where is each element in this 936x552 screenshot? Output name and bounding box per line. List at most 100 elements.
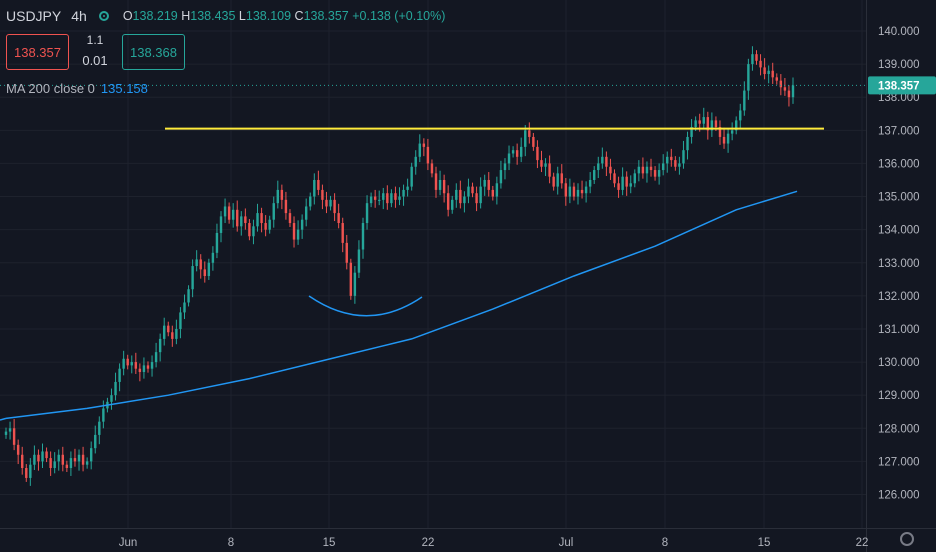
candle xyxy=(511,146,515,158)
candle-body xyxy=(272,203,275,220)
candle xyxy=(747,58,750,100)
candle xyxy=(528,122,531,144)
candle-body xyxy=(621,176,624,190)
sell-button[interactable]: 138.357 xyxy=(6,34,69,70)
candle xyxy=(317,170,320,196)
candle-body xyxy=(8,428,12,432)
candle xyxy=(455,183,458,208)
candle-body xyxy=(499,170,503,184)
candle xyxy=(195,250,198,272)
candle xyxy=(142,357,146,379)
candle xyxy=(459,180,462,209)
candle-body xyxy=(81,454,85,465)
candle-body xyxy=(284,199,288,214)
candle-body xyxy=(240,216,243,227)
candle xyxy=(670,148,673,167)
candle-body xyxy=(118,368,121,382)
candle xyxy=(98,416,101,445)
candle xyxy=(576,183,580,205)
symbol-name[interactable]: USDJPY xyxy=(6,8,62,24)
candle-body xyxy=(300,219,304,230)
candle-body xyxy=(710,120,714,131)
candle-body xyxy=(459,189,462,204)
candle xyxy=(45,447,48,463)
candle-body xyxy=(378,199,381,201)
candle-body xyxy=(102,408,105,422)
candle xyxy=(580,180,584,199)
candle-body xyxy=(45,451,48,459)
candle-body xyxy=(674,160,677,167)
candle xyxy=(751,46,754,71)
candle xyxy=(134,352,138,374)
candle-body xyxy=(73,458,77,462)
candle-body xyxy=(179,312,182,329)
candle xyxy=(593,166,596,184)
candle xyxy=(81,446,85,472)
candle-body xyxy=(666,156,669,164)
candle-body xyxy=(613,173,616,184)
candle-body xyxy=(641,166,645,174)
candle-body xyxy=(787,90,791,98)
candle-body xyxy=(158,338,162,353)
candle xyxy=(252,219,255,245)
candle-body xyxy=(734,120,738,131)
candle xyxy=(61,446,65,472)
candle xyxy=(341,217,344,253)
candle-body xyxy=(313,179,316,197)
candle xyxy=(65,460,69,472)
candle-body xyxy=(726,133,730,144)
candle xyxy=(89,441,93,470)
candle-body xyxy=(515,150,519,157)
time-axis: Jun 8 15 22 Jul 8 15 22 xyxy=(119,537,869,549)
candle xyxy=(163,317,166,346)
price-tick-label: 133.000 xyxy=(878,258,920,270)
candle-body xyxy=(629,183,632,187)
candle xyxy=(702,107,705,129)
candle xyxy=(625,171,628,196)
candle-body xyxy=(560,173,563,184)
candle-body xyxy=(114,381,117,396)
candle-body xyxy=(276,189,280,204)
candle xyxy=(309,192,312,211)
settings-gear-icon[interactable] xyxy=(900,532,914,546)
time-tick-label: Jul xyxy=(559,537,574,549)
time-tick-label: 22 xyxy=(422,537,435,549)
candle-body xyxy=(341,223,344,243)
candle xyxy=(759,54,762,76)
candle-body xyxy=(633,173,636,184)
candle xyxy=(183,294,186,320)
time-tick-label: 22 xyxy=(856,537,869,549)
candle xyxy=(710,112,714,137)
candle-body xyxy=(219,216,223,233)
time-tick-label: 8 xyxy=(228,537,234,549)
ma-indicator-legend[interactable]: MA 200 close 0 135.158 xyxy=(6,81,148,96)
lot-size-input[interactable]: 0.01 xyxy=(82,53,108,68)
candle xyxy=(629,175,632,194)
ma-200-line xyxy=(5,190,798,420)
candle xyxy=(775,73,778,85)
candle-body xyxy=(609,166,612,174)
candle-body xyxy=(714,120,718,128)
candle-body xyxy=(85,461,89,465)
candle-body xyxy=(309,196,312,207)
candle-body xyxy=(231,209,235,220)
candle xyxy=(361,217,365,259)
candle xyxy=(390,189,393,208)
candle xyxy=(734,116,738,135)
candle xyxy=(524,125,527,157)
candle xyxy=(422,138,426,157)
candle xyxy=(138,363,142,382)
candle-body xyxy=(519,146,523,157)
timeframe-label[interactable]: 4h xyxy=(71,8,87,24)
candle xyxy=(382,187,385,210)
visibility-eye-icon[interactable] xyxy=(98,11,109,21)
candle xyxy=(394,186,397,208)
candles xyxy=(4,46,795,486)
buy-button[interactable]: 138.368 xyxy=(122,34,185,70)
candle-body xyxy=(211,252,215,263)
candle xyxy=(37,449,40,471)
candle-body xyxy=(718,127,722,137)
candle xyxy=(8,421,12,440)
candle-body xyxy=(532,136,535,147)
